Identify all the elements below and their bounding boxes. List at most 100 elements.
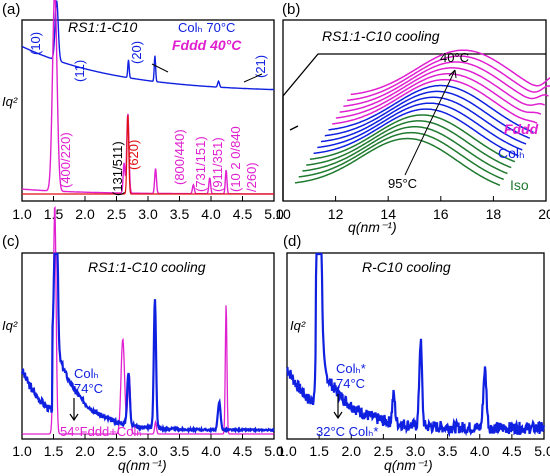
peak-label-fddd: (731/151) [193, 136, 208, 192]
peak-label-colh: (11) [72, 60, 87, 82]
peak-label-fddd: (911/351) [210, 137, 225, 192]
panel-b-curves [282, 49, 550, 201]
panel-a-arrow-20 [151, 63, 169, 73]
panel-d-title: R-C10 cooling [362, 259, 451, 275]
xtick-label: 4.0 [201, 206, 221, 222]
series-cooling-trace [328, 84, 534, 133]
panel-d-temp: 74°C [336, 376, 365, 391]
panel-a-peak-labels: (10) (11) (20) (21) (400/220) (131/511) (620) (… [28, 32, 268, 196]
xtick-label: 2.5 [107, 443, 127, 459]
panel-a-label: (a) [2, 1, 20, 18]
series-620-highlight [22, 115, 274, 195]
series-cooling-trace [350, 49, 550, 96]
panel-b-legend-iso: Iso [510, 177, 529, 193]
xtick-label: 1.0 [12, 206, 32, 222]
xtick-label: 10 [275, 206, 291, 222]
xtick-label: 3.0 [406, 443, 426, 459]
xtick-label: 4.0 [470, 443, 490, 459]
series-colh-74 [20, 252, 275, 435]
panel-d-colh: Colₕ* [336, 361, 366, 376]
series-cooling-trace [343, 61, 549, 107]
peak-label-fddd: (400/220) [58, 132, 73, 188]
peak-label-colh: (21) [253, 55, 268, 78]
series-cooling-trace [306, 120, 512, 169]
panel-b-xticks: 10 12 14 16 18 20 [275, 196, 550, 222]
panel-b-temperature-arrow [404, 69, 456, 176]
xtick-label: 16 [433, 206, 449, 222]
series-cooling-trace [324, 90, 531, 139]
panel-a-arrow-21 [243, 73, 263, 83]
xtick-label: 2.0 [342, 443, 362, 459]
peak-label-fddd: (620) [126, 140, 141, 170]
panel-c-temp: 74°C [74, 381, 103, 396]
panel-b-legend-fddd: Fddd [504, 121, 539, 137]
series-cooling-trace [335, 72, 542, 119]
series-colh-70 [21, 0, 274, 91]
panel-c-ylabel: Iq² [2, 318, 18, 333]
series-cooling-trace [313, 108, 519, 157]
xtick-label: 4.5 [233, 443, 253, 459]
series-cooling-trace [317, 102, 523, 151]
panel-a-ylabel: Iq² [2, 94, 18, 109]
xtick-label: 1.0 [12, 443, 32, 459]
xtick-label: 2.0 [75, 206, 95, 222]
panel-d-frame [286, 252, 545, 440]
perspective-box [282, 53, 546, 201]
series-cooling-trace [298, 131, 504, 181]
xtick-label: 20 [538, 206, 550, 222]
panel-c-xlabel: q(nm⁻¹) [118, 457, 167, 473]
series-cooling-trace [332, 78, 538, 125]
series-cooling-trace [339, 67, 545, 113]
panel-b-xlabel: q(nm⁻¹) [348, 219, 397, 235]
panel-b-arrowhead [448, 69, 457, 79]
panel-c-xticks: 1.0 1.5 2.0 2.5 3.0 3.5 4.0 4.5 5.0 [12, 434, 284, 459]
series-colh-star [286, 252, 546, 438]
xtick-label: 3.0 [138, 206, 158, 222]
peak-label-colh: (20) [129, 41, 144, 64]
xtick-label: 3.5 [438, 443, 458, 459]
peak-label-colh: (10) [28, 32, 43, 55]
panel-b-title: RS1:1-C10 cooling [322, 28, 440, 44]
xtick-label: 5.0 [534, 443, 550, 459]
panel-d-xlabel: q(nm⁻¹) [384, 457, 433, 473]
series-fddd-colh-54 [22, 205, 274, 435]
xtick-label: 1.5 [44, 443, 64, 459]
xtick-label: 12 [328, 206, 344, 222]
peak-label-fddd: (10 2 0/840 [228, 126, 243, 192]
panel-b-title-box [318, 22, 508, 54]
panel-d-32c: 32°C Colₕ* [316, 424, 378, 439]
series-cooling-trace [302, 126, 508, 175]
xtick-label: 4.5 [233, 206, 253, 222]
panel-c-label: (c) [2, 233, 20, 250]
xtick-label: 18 [486, 206, 502, 222]
xtick-label: 1.5 [309, 443, 329, 459]
xtick-label: 5.0 [264, 443, 284, 459]
xtick-label: 3.5 [170, 206, 190, 222]
xtick-label: 4.0 [201, 443, 221, 459]
panel-a-legend-colh: Colₕ 70°C [178, 20, 235, 35]
peak-label-fddd: /260) [244, 162, 259, 192]
panel-d-label: (d) [283, 233, 301, 250]
xtick-label: 3.0 [138, 443, 158, 459]
panel-c-fddd-colh: 54°Fddd+Colₕ [60, 424, 142, 439]
panel-a-xticks: 1.0 1.5 2.0 2.5 3.0 3.5 4.0 4.5 5.0 [12, 196, 284, 222]
xtick-label: 14 [380, 206, 396, 222]
panel-b-temp-95: 95°C [388, 176, 417, 191]
panel-b: (b) RS1:1-C10 cooling 10 12 14 16 18 20 40°C … [275, 1, 550, 235]
panel-b-label: (b) [282, 1, 300, 18]
xtick-label: 1.0 [277, 443, 297, 459]
panel-c-title: RS1:1-C10 cooling [88, 259, 206, 275]
panel-d-xticks: 1.0 1.5 2.0 2.5 3.0 3.5 4.0 4.5 5.0 [277, 434, 550, 459]
peak-label-fddd: (131/511) [110, 141, 125, 196]
series-cooling-trace [347, 55, 550, 102]
panel-a-curves [21, 0, 274, 195]
panel-b-legend-colh: Colₕ [498, 145, 525, 161]
series-cooling-trace [320, 96, 527, 145]
xtick-label: 2.5 [374, 443, 394, 459]
panel-d-curves [286, 252, 546, 438]
xtick-label: 2.5 [107, 206, 127, 222]
panel-a: (a) Iq² RS1:1-C10 Colₕ 70°C Fddd 40°C 1.… [2, 0, 284, 222]
xtick-label: 3.5 [170, 443, 190, 459]
series-cooling-trace [309, 114, 516, 163]
